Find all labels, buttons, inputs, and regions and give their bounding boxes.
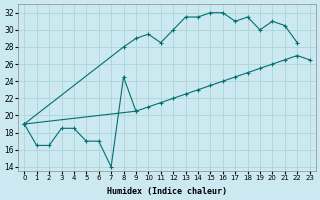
- X-axis label: Humidex (Indice chaleur): Humidex (Indice chaleur): [107, 187, 227, 196]
